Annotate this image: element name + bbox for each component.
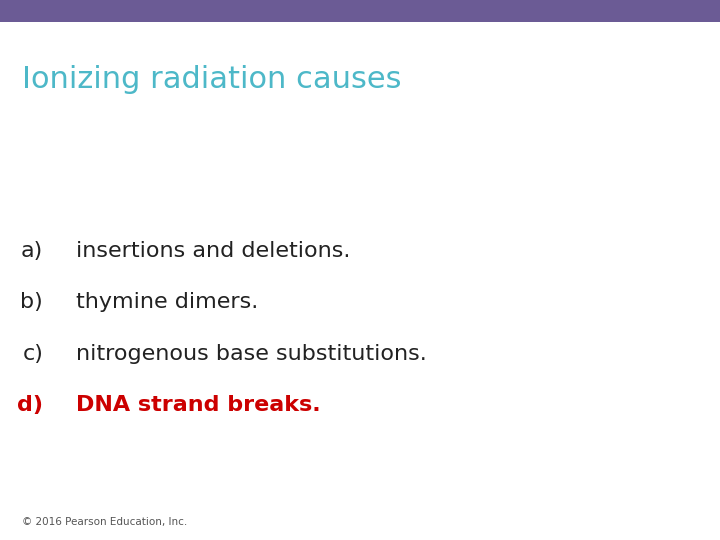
Text: Ionizing radiation causes: Ionizing radiation causes — [22, 65, 401, 94]
Text: thymine dimers.: thymine dimers. — [76, 292, 258, 313]
Text: d): d) — [17, 395, 43, 415]
FancyBboxPatch shape — [0, 0, 720, 22]
Text: c): c) — [22, 343, 43, 364]
Text: nitrogenous base substitutions.: nitrogenous base substitutions. — [76, 343, 426, 364]
Text: DNA strand breaks.: DNA strand breaks. — [76, 395, 320, 415]
Text: © 2016 Pearson Education, Inc.: © 2016 Pearson Education, Inc. — [22, 516, 187, 526]
Text: a): a) — [21, 241, 43, 261]
Text: b): b) — [20, 292, 43, 313]
Text: insertions and deletions.: insertions and deletions. — [76, 241, 350, 261]
